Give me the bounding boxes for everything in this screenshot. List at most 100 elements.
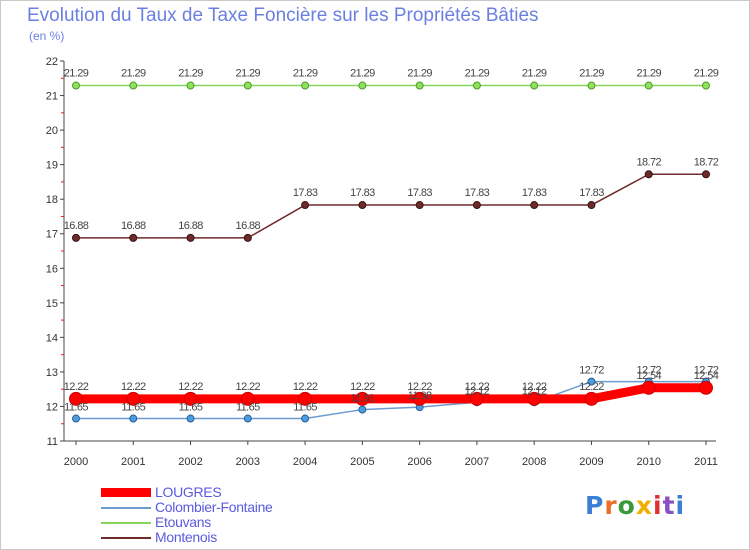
data-point-montenois (587, 201, 596, 210)
data-label-etouvans: 21.29 (350, 68, 375, 80)
series-line-colombier-fontaine (75, 380, 707, 420)
data-label-lougres: 12.54 (636, 370, 661, 382)
data-point-lougres (641, 380, 656, 395)
data-label-etouvans: 21.29 (465, 68, 490, 80)
x-tick-label: 2004 (293, 456, 317, 468)
data-point-etouvans (415, 81, 424, 90)
data-label-lougres: 12.22 (64, 381, 89, 393)
data-point-colombier-fontaine (587, 377, 596, 386)
data-point-etouvans (472, 81, 481, 90)
data-label-lougres: 12.22 (236, 381, 261, 393)
data-label-etouvans: 21.29 (64, 68, 89, 80)
data-point-etouvans (644, 81, 653, 90)
legend-swatch (101, 488, 151, 497)
legend-label: Montenois (155, 529, 217, 545)
data-point-montenois (186, 233, 195, 242)
series-line-montenois (75, 173, 707, 239)
data-label-colombier-fontaine: 11.65 (64, 402, 88, 414)
data-point-colombier-fontaine (129, 414, 138, 423)
data-label-lougres: 12.22 (293, 381, 318, 393)
data-label-montenois: 17.83 (579, 187, 604, 199)
data-label-lougres: 12.22 (407, 381, 432, 393)
x-tick-label: 2009 (579, 456, 603, 468)
data-label-montenois: 18.72 (636, 156, 661, 168)
data-label-etouvans: 21.29 (121, 68, 146, 80)
x-tick-label: 2007 (465, 456, 489, 468)
x-tick-label: 2002 (178, 456, 202, 468)
data-point-montenois (243, 233, 252, 242)
data-label-colombier-fontaine: 11.65 (293, 402, 317, 414)
data-label-colombier-fontaine: 11.91 (351, 393, 375, 405)
data-label-etouvans: 21.29 (636, 68, 661, 80)
data-label-colombier-fontaine: 12.72 (636, 365, 661, 377)
data-point-etouvans (587, 81, 596, 90)
data-point-montenois (472, 201, 481, 210)
y-tick-label: 12 (46, 401, 58, 413)
data-label-lougres: 12.22 (178, 381, 203, 393)
data-point-etouvans (358, 81, 367, 90)
data-point-montenois (530, 201, 539, 210)
legend-label: Etouvans (155, 514, 211, 530)
x-tick-label: 2008 (522, 456, 546, 468)
data-point-lougres (69, 391, 83, 406)
data-point-lougres (527, 391, 542, 406)
data-point-etouvans (243, 81, 252, 90)
x-tick-label: 2005 (350, 456, 374, 468)
data-label-etouvans: 21.29 (694, 68, 719, 80)
data-label-etouvans: 21.29 (236, 68, 261, 80)
data-label-etouvans: 21.29 (293, 68, 318, 80)
legend-swatch (101, 537, 151, 539)
data-label-montenois: 17.83 (465, 187, 490, 199)
x-tick-label: 2006 (407, 456, 431, 468)
data-point-lougres (183, 391, 198, 406)
data-point-etouvans (530, 81, 539, 90)
legend-label: Colombier-Fontaine (155, 499, 273, 515)
data-point-montenois (72, 233, 80, 242)
data-point-etouvans (129, 81, 138, 90)
data-point-colombier-fontaine (186, 414, 195, 423)
data-label-montenois: 16.88 (236, 220, 261, 232)
data-label-montenois: 17.83 (407, 187, 432, 199)
data-point-etouvans (301, 81, 310, 90)
data-point-montenois (644, 170, 653, 179)
data-point-etouvans (186, 81, 195, 90)
data-point-lougres (469, 391, 484, 406)
y-tick-label: 17 (46, 229, 58, 241)
data-label-colombier-fontaine: 11.65 (121, 402, 145, 414)
data-label-montenois: 17.83 (350, 187, 375, 199)
data-label-montenois: 17.83 (522, 187, 547, 199)
x-tick-label: 2001 (121, 456, 145, 468)
x-tick-label: 2000 (64, 456, 88, 468)
data-label-colombier-fontaine: 11.98 (408, 390, 432, 402)
data-point-montenois (702, 170, 710, 179)
y-tick-label: 19 (46, 160, 58, 172)
data-point-colombier-fontaine (72, 414, 80, 423)
data-label-lougres: 12.54 (694, 370, 719, 382)
data-label-lougres: 12.22 (121, 381, 146, 393)
proxiti-logo: ProxitiProxiti (585, 491, 686, 520)
y-tick-label: 22 (46, 56, 58, 68)
y-tick-label: 11 (47, 436, 58, 448)
data-point-montenois (358, 201, 367, 210)
data-label-montenois: 16.88 (121, 220, 146, 232)
data-point-lougres (126, 391, 141, 406)
data-label-montenois: 17.83 (293, 187, 318, 199)
legend-label: LOUGRES (155, 484, 222, 500)
x-tick-label: 2003 (236, 456, 260, 468)
data-label-montenois: 16.88 (178, 220, 203, 232)
legend-swatch (101, 507, 151, 509)
data-point-lougres (412, 391, 427, 406)
data-point-lougres (355, 391, 370, 406)
data-label-colombier-fontaine: 11.65 (236, 402, 260, 414)
data-label-colombier-fontaine: 12.72 (579, 365, 604, 377)
data-label-colombier-fontaine: 12.12 (522, 385, 547, 397)
y-tick-label: 16 (46, 263, 58, 275)
y-tick-label: 21 (46, 91, 58, 103)
data-label-lougres: 12.22 (522, 381, 547, 393)
data-point-colombier-fontaine (358, 405, 367, 414)
data-label-colombier-fontaine: 11.65 (179, 402, 203, 414)
data-point-colombier-fontaine (301, 414, 310, 423)
x-tick-label: 2010 (636, 456, 660, 468)
